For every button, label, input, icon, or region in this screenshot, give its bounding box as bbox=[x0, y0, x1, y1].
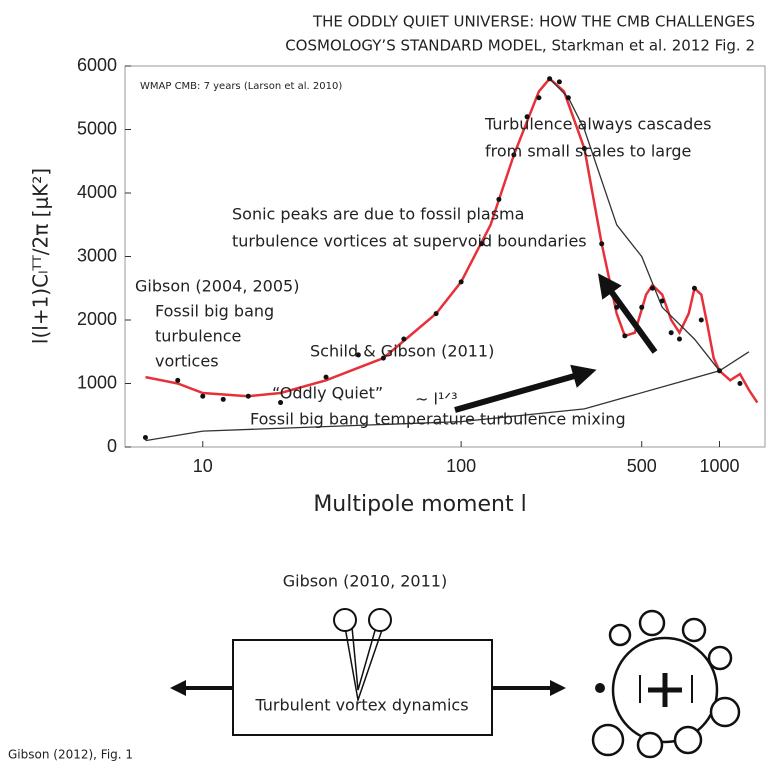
data-point bbox=[458, 279, 464, 285]
annotation: ~ l¹ᐟ³ bbox=[415, 390, 458, 409]
annotation: Sonic peaks are due to fossil plasma bbox=[232, 205, 524, 224]
data-point bbox=[524, 114, 530, 120]
y-tick-label: 2000 bbox=[77, 309, 117, 329]
data-point bbox=[323, 374, 329, 380]
annotation: turbulence vortices at supervoid boundar… bbox=[232, 232, 587, 251]
data-point bbox=[278, 400, 284, 406]
data-point bbox=[668, 330, 674, 336]
y-tick-label: 5000 bbox=[77, 118, 117, 138]
data-point bbox=[676, 336, 682, 342]
vortex bbox=[333, 608, 357, 632]
arrow bbox=[597, 273, 658, 354]
plus bbox=[648, 673, 682, 707]
data-point bbox=[433, 311, 439, 317]
plot: 0 1000 2000 3000 4000 5000 6000 10 100 500 1000 bbox=[77, 55, 759, 476]
data-point bbox=[659, 298, 665, 304]
chart-subtitle: WMAP CMB: 7 years (Larson et al. 2010) bbox=[140, 81, 342, 92]
arrow bbox=[454, 364, 597, 413]
data-point bbox=[599, 241, 605, 247]
data-point bbox=[175, 377, 181, 383]
annotation: Gibson (2004, 2005) bbox=[135, 277, 299, 296]
annotation: Turbulence always cascades bbox=[484, 115, 711, 134]
y-tick-label: 1000 bbox=[77, 372, 117, 392]
annotation: Fossil big bang temperature turbulence m… bbox=[250, 410, 626, 429]
data-point bbox=[639, 304, 645, 310]
y-tick-label: 6000 bbox=[77, 55, 117, 75]
x-tick-label: 1000 bbox=[699, 456, 739, 476]
data-point bbox=[496, 196, 502, 202]
x-tick-label: 10 bbox=[193, 456, 213, 476]
data-point bbox=[565, 95, 571, 101]
spin bbox=[639, 675, 693, 703]
annotation: turbulence bbox=[155, 327, 241, 346]
annotation: vortices bbox=[155, 352, 219, 371]
data-point bbox=[245, 393, 251, 399]
data-point bbox=[220, 396, 226, 402]
y-tick-label: 3000 bbox=[77, 245, 117, 265]
data-point bbox=[717, 368, 723, 374]
vortex bbox=[595, 683, 605, 693]
annotation: “Oddly Quiet” bbox=[272, 384, 383, 403]
caption: Gibson (2012), Fig. 1 bbox=[8, 748, 133, 762]
x-axis-label: Multipole moment l bbox=[313, 492, 526, 517]
chart-title: COSMOLOGY’S STANDARD MODEL, Starkman et … bbox=[285, 37, 755, 55]
data-point bbox=[380, 355, 386, 361]
series-line bbox=[549, 78, 721, 372]
box-label: Turbulent vortex dynamics bbox=[254, 696, 468, 715]
diagram-title: Gibson (2010, 2011) bbox=[283, 572, 447, 591]
data-point bbox=[200, 393, 206, 399]
data-point bbox=[556, 79, 562, 85]
annotation: from small scales to large bbox=[485, 142, 691, 161]
data-point bbox=[401, 336, 407, 342]
data-point bbox=[737, 381, 743, 386]
data-point bbox=[691, 285, 697, 291]
data-point bbox=[547, 76, 553, 82]
vortex bbox=[368, 608, 392, 632]
data-point bbox=[479, 241, 485, 247]
vortex-ring bbox=[591, 609, 741, 759]
y-axis-label: l(l+1)Cₗᵀᵀ/2π [μK²] bbox=[29, 168, 53, 344]
diagram: Gibson (2010, 2011) Turbulent vortex dyn… bbox=[170, 572, 741, 759]
series-line bbox=[145, 76, 759, 404]
data-point bbox=[581, 146, 587, 152]
data-point bbox=[355, 352, 361, 358]
data-point bbox=[142, 434, 148, 440]
y-tick-label: 0 bbox=[107, 436, 117, 456]
data-point bbox=[622, 333, 628, 339]
chart-title: THE ODDLY QUIET UNIVERSE: HOW THE CMB CH… bbox=[312, 13, 755, 31]
x-tick-label: 100 bbox=[446, 456, 476, 476]
annotation: Fossil big bang bbox=[155, 302, 274, 321]
data-point bbox=[536, 95, 542, 101]
data-point bbox=[649, 285, 655, 291]
data-point bbox=[698, 317, 704, 323]
data-point bbox=[511, 152, 517, 158]
vortex-wedge bbox=[344, 626, 384, 703]
x-tick-label: 500 bbox=[627, 456, 657, 476]
y-tick-label: 4000 bbox=[77, 182, 117, 202]
annotation: Schild & Gibson (2011) bbox=[310, 342, 494, 361]
data-point bbox=[614, 304, 620, 310]
series-line bbox=[145, 351, 750, 442]
